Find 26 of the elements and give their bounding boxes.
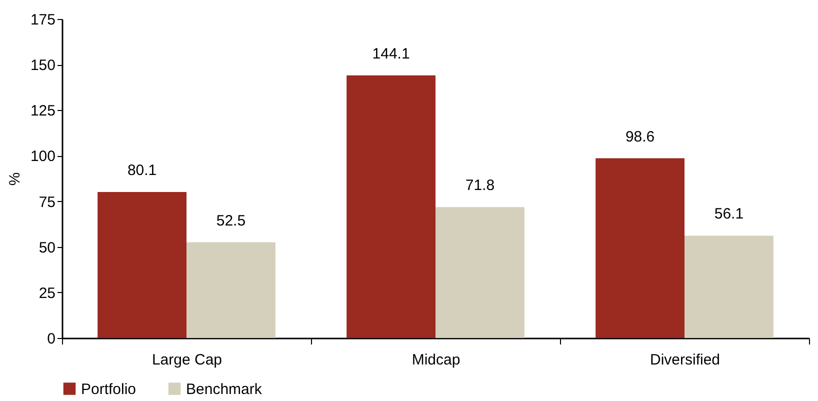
- y-tick-label: 100: [30, 148, 56, 166]
- y-tick-label: 75: [38, 194, 56, 211]
- data-label: 80.1: [127, 162, 157, 179]
- y-tick-label: 50: [38, 239, 56, 256]
- data-label: 98.6: [625, 128, 655, 146]
- bar: [98, 192, 186, 338]
- y-tick-label: 150: [30, 57, 56, 74]
- legend-label: Benchmark: [186, 380, 262, 398]
- data-label: 52.5: [216, 212, 246, 230]
- y-tick-label: 125: [30, 102, 56, 120]
- data-label: 144.1: [372, 45, 410, 62]
- bar: [684, 236, 774, 338]
- bar: [346, 75, 436, 338]
- x-tick-label: Midcap: [412, 352, 460, 368]
- y-tick-label: 0: [47, 330, 56, 348]
- y-axis-title: %: [6, 172, 24, 186]
- bar: [596, 158, 684, 338]
- bar: [186, 242, 276, 338]
- bar: [436, 207, 524, 338]
- x-tick-label: Diversified: [650, 352, 720, 368]
- legend-label: Portfolio: [81, 380, 136, 398]
- y-tick-label: 175: [30, 12, 56, 28]
- data-label: 56.1: [714, 206, 744, 223]
- data-label: 71.8: [465, 177, 495, 194]
- x-tick-label: Large Cap: [152, 352, 222, 368]
- y-tick-label: 25: [38, 284, 56, 302]
